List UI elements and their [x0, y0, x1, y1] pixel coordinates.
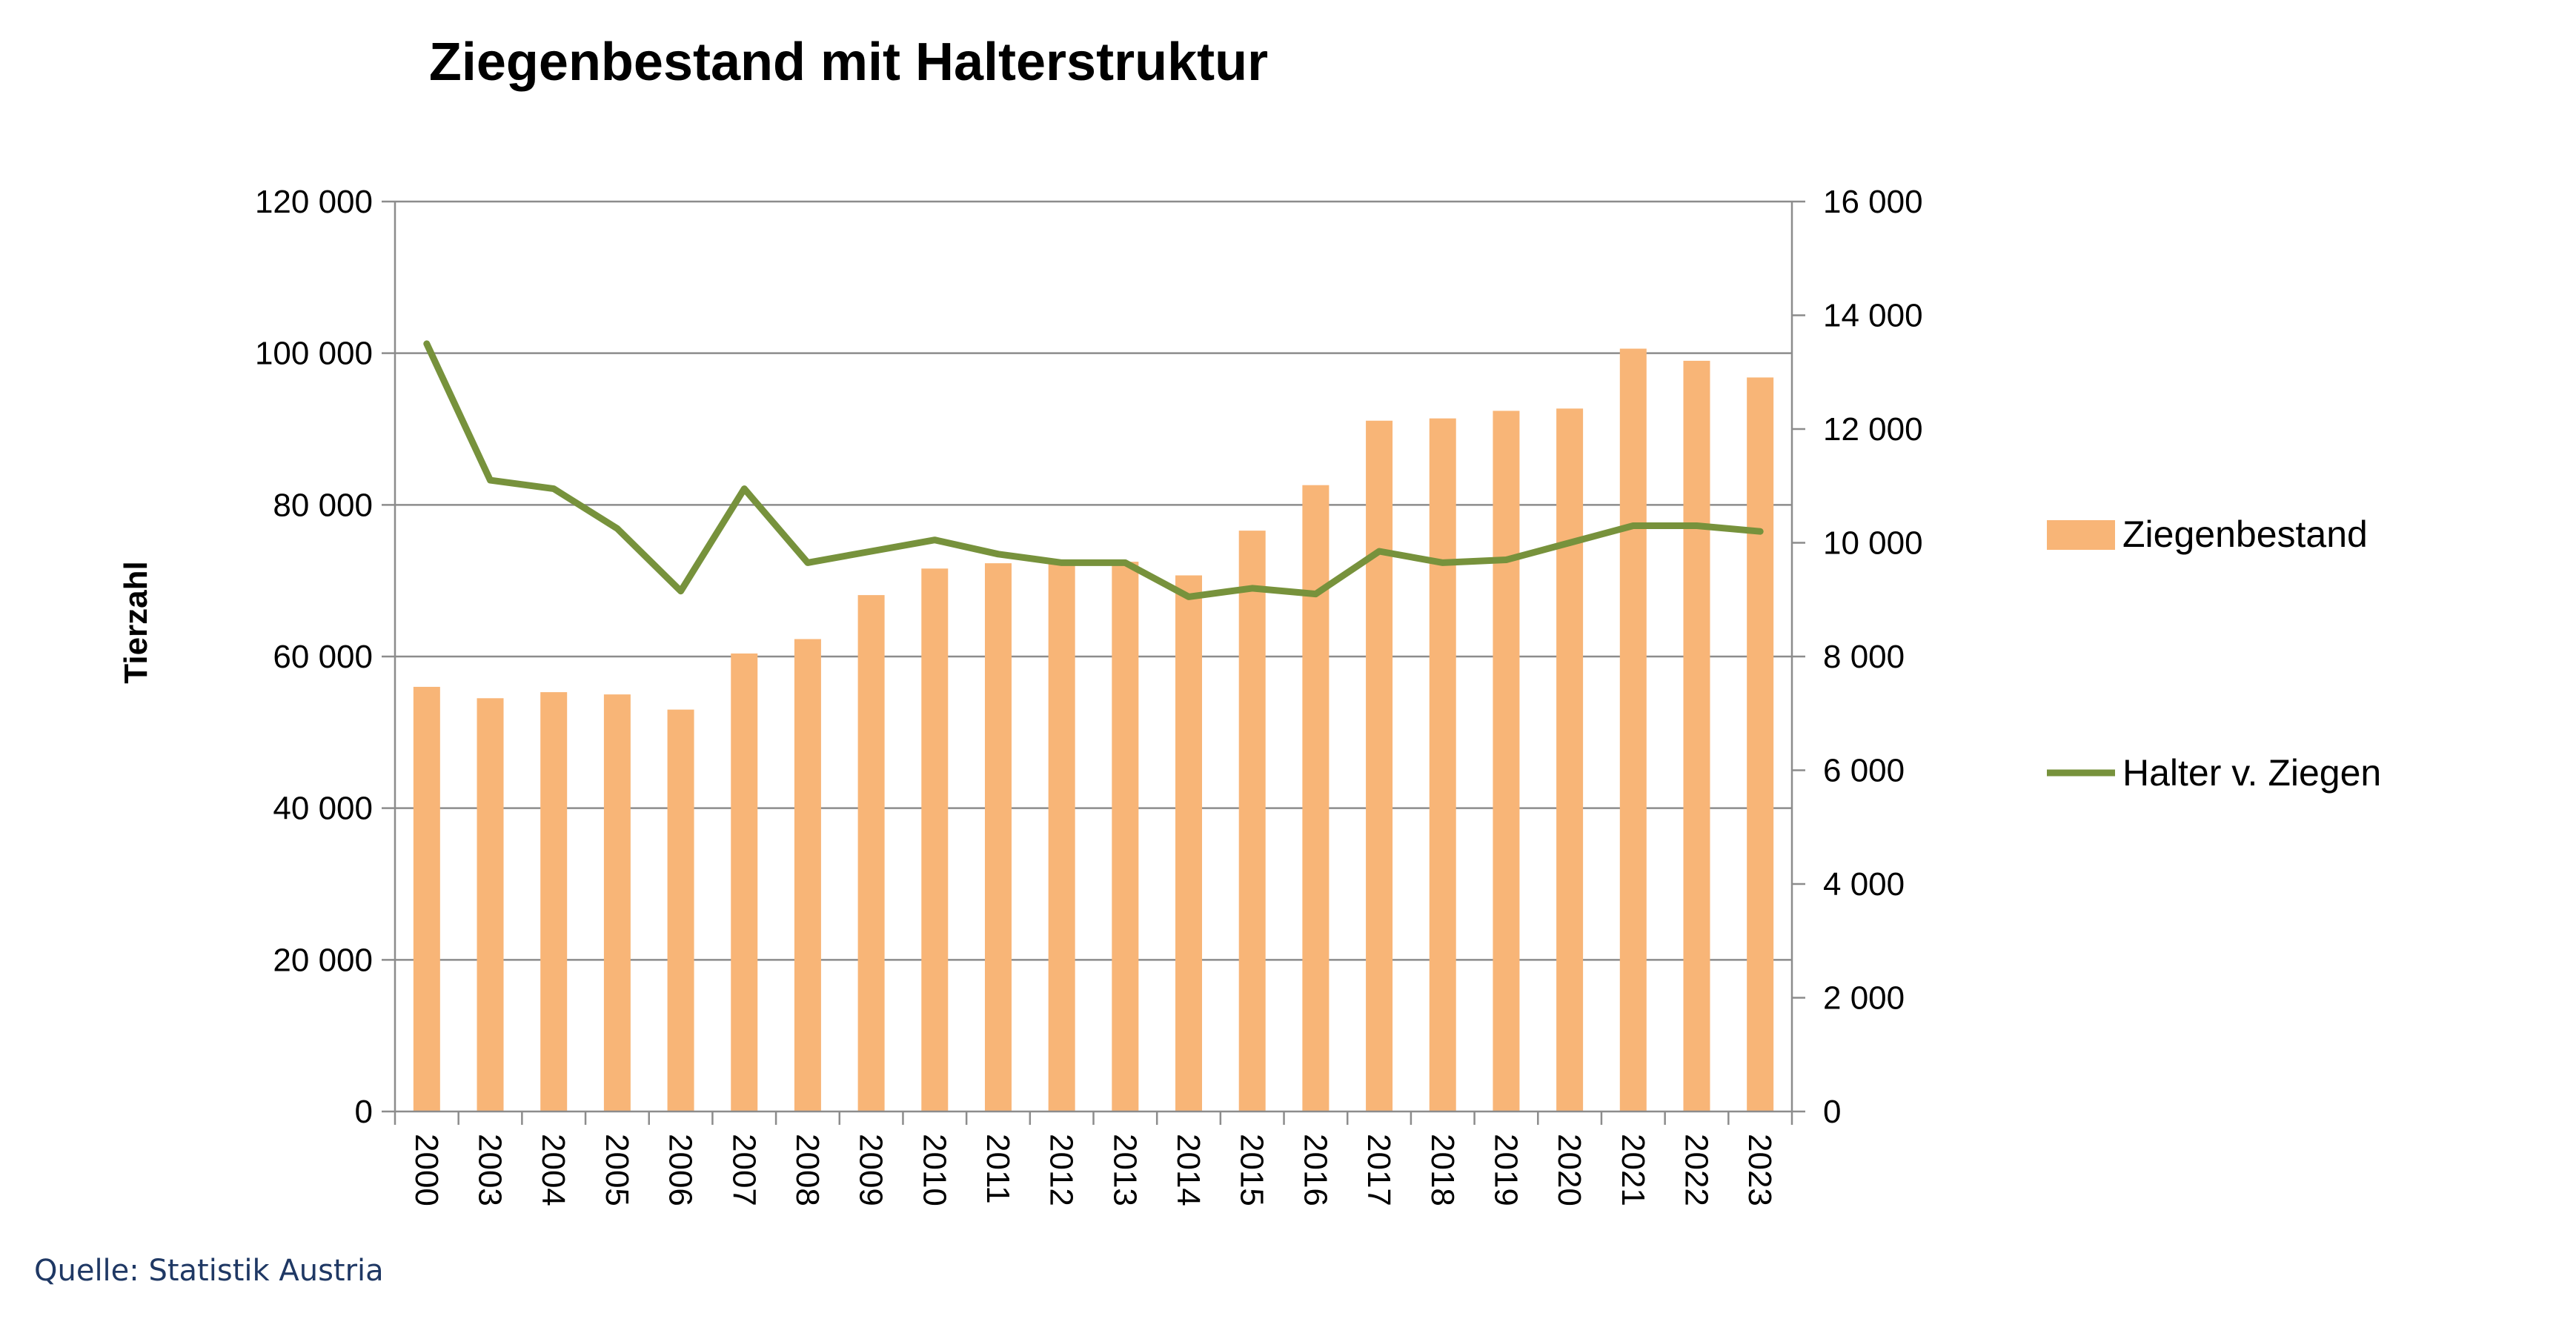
right-tick-label: 12 000	[1823, 411, 1923, 448]
x-tick-label: 2010	[916, 1134, 952, 1206]
y-axis-title: Tierzahl	[118, 561, 154, 683]
right-tick-label: 6 000	[1823, 753, 1905, 789]
bar-2000	[413, 686, 440, 1111]
bar-2012	[1048, 559, 1075, 1111]
legend-label-halter: Halter v. Ziegen	[2122, 752, 2381, 794]
bar-2016	[1302, 485, 1330, 1111]
left-tick-label: 80 000	[273, 487, 373, 523]
x-tick-label: 2004	[535, 1134, 571, 1206]
legend-label-ziegenbestand: Ziegenbestand	[2122, 514, 2368, 555]
axes	[382, 200, 1805, 1125]
left-tick-label: 20 000	[273, 942, 373, 978]
x-tick-label: 2021	[1615, 1134, 1651, 1206]
x-tick-label: 2023	[1742, 1134, 1778, 1206]
chart-title: Ziegenbestand mit Halterstruktur	[429, 33, 1268, 92]
x-tick-label: 2005	[599, 1134, 635, 1206]
right-tick-label: 2 000	[1823, 980, 1905, 1017]
bar-2015	[1238, 531, 1266, 1111]
left-tick-label: 0	[355, 1094, 373, 1130]
bar-series-ziegenbestand	[413, 348, 1774, 1112]
right-axis-tick-labels: 0 2 000 4 000 6 000 8 000 10 000 12 000 14 000 1…	[1823, 184, 1923, 1130]
right-tick-label: 4 000	[1823, 866, 1905, 903]
line-halter-ziegen	[423, 340, 1764, 600]
x-tick-label: 2007	[726, 1134, 762, 1206]
bar-2018	[1429, 418, 1456, 1111]
x-tick-label: 2014	[1170, 1134, 1206, 1206]
line-series-halter	[423, 340, 1764, 600]
right-tick-label: 8 000	[1823, 639, 1905, 675]
right-tick-label: 10 000	[1823, 525, 1923, 562]
bar-2006	[667, 709, 694, 1111]
bar-2009	[857, 595, 885, 1111]
x-tick-label: 2011	[980, 1134, 1016, 1204]
x-tick-label: 2003	[472, 1134, 508, 1206]
x-tick-label: 2009	[853, 1134, 889, 1206]
bar-2008	[794, 639, 821, 1111]
x-tick-label: 2012	[1043, 1134, 1080, 1206]
x-tick-label: 2017	[1361, 1134, 1397, 1206]
x-tick-label: 2020	[1551, 1134, 1587, 1206]
right-tick-label: 0	[1823, 1094, 1841, 1130]
source-note: Quelle: Statistik Austria	[34, 1254, 384, 1288]
bar-2022	[1683, 360, 1710, 1111]
bar-2020	[1556, 408, 1584, 1111]
x-tick-label: 2022	[1678, 1134, 1714, 1206]
bar-2013	[1112, 562, 1139, 1111]
bar-2003	[477, 698, 504, 1111]
bar-2007	[731, 653, 758, 1111]
left-axis-tick-labels: 0 20 000 40 000 60 000 80 000 100 000 120 000	[255, 184, 373, 1130]
bar-2021	[1619, 348, 1647, 1112]
bar-2011	[984, 563, 1012, 1111]
bar-2023	[1747, 377, 1774, 1111]
legend-swatch-ziegenbestand	[2047, 520, 2115, 550]
right-tick-label: 16 000	[1823, 184, 1923, 220]
legend: Ziegenbestand Halter v. Ziegen	[2047, 514, 2381, 794]
left-tick-label: 120 000	[255, 184, 373, 220]
bar-2017	[1366, 420, 1393, 1111]
x-tick-label: 2000	[408, 1134, 445, 1206]
bar-2005	[603, 694, 631, 1111]
bar-2014	[1175, 575, 1203, 1111]
x-tick-label: 2006	[663, 1134, 699, 1206]
x-tick-label: 2013	[1106, 1134, 1143, 1206]
left-tick-label: 40 000	[273, 791, 373, 827]
x-tick-label: 2015	[1234, 1134, 1270, 1206]
x-tick-label: 2018	[1424, 1134, 1461, 1206]
x-tick-label: 2016	[1297, 1134, 1333, 1206]
left-tick-label: 100 000	[255, 336, 373, 372]
x-tick-label: 2008	[789, 1134, 826, 1206]
bar-2019	[1493, 411, 1520, 1111]
left-tick-label: 60 000	[273, 639, 373, 675]
x-axis-tick-labels: 2000 2003 2004 2005 2006 2007 2008 2009 2010 2011…	[408, 1134, 1778, 1206]
bar-2004	[540, 692, 568, 1111]
bar-2010	[921, 568, 949, 1111]
right-tick-label: 14 000	[1823, 298, 1923, 334]
x-tick-label: 2019	[1487, 1134, 1524, 1206]
